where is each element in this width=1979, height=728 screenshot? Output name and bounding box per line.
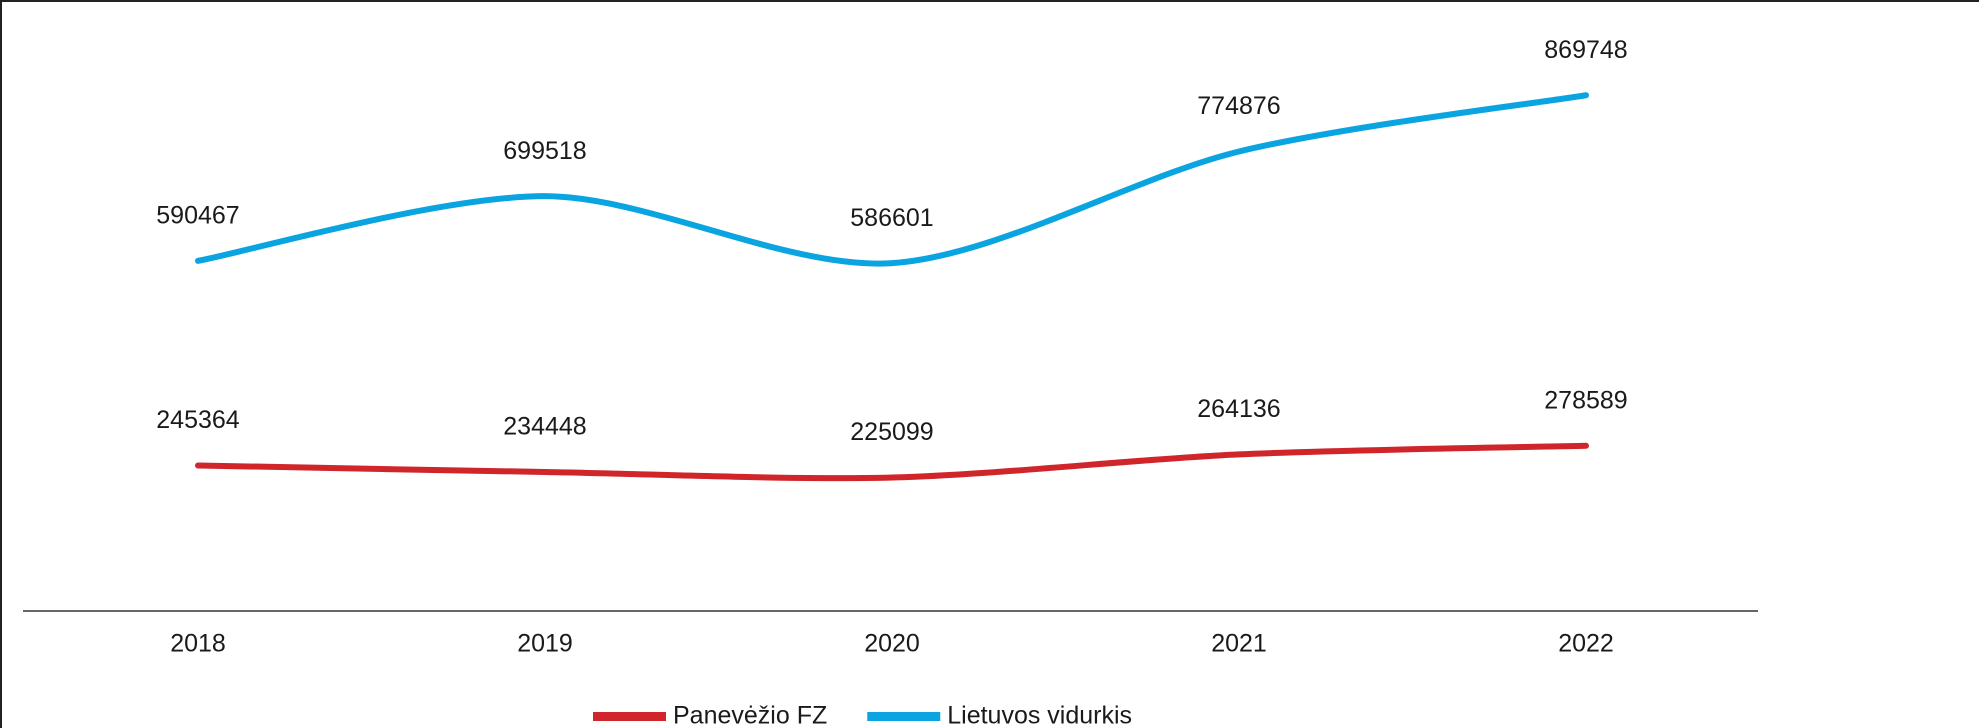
data-label: 869748	[1544, 36, 1627, 64]
series-line	[195, 92, 1589, 267]
x-tick-label: 2021	[1211, 630, 1267, 658]
x-tick-label: 2019	[517, 630, 573, 658]
x-tick-label: 2020	[864, 630, 920, 658]
legend-label: Lietuvos vidurkis	[947, 702, 1132, 728]
x-tick-label: 2022	[1558, 630, 1614, 658]
x-tick-label: 2018	[170, 630, 226, 658]
data-label: 590467	[156, 201, 239, 229]
data-label: 245364	[156, 406, 240, 434]
legend-swatch	[593, 712, 666, 721]
data-label: 774876	[1197, 92, 1280, 120]
legend-swatch	[867, 712, 941, 721]
series-line	[195, 442, 1589, 482]
data-label: 234448	[503, 413, 586, 441]
data-label: 225099	[850, 418, 933, 446]
data-label: 264136	[1197, 395, 1280, 423]
data-label: 586601	[850, 204, 933, 232]
data-label: 699518	[503, 137, 586, 165]
legend-label: Panevėžio FZ	[673, 702, 827, 728]
data-label: 278589	[1544, 386, 1627, 414]
